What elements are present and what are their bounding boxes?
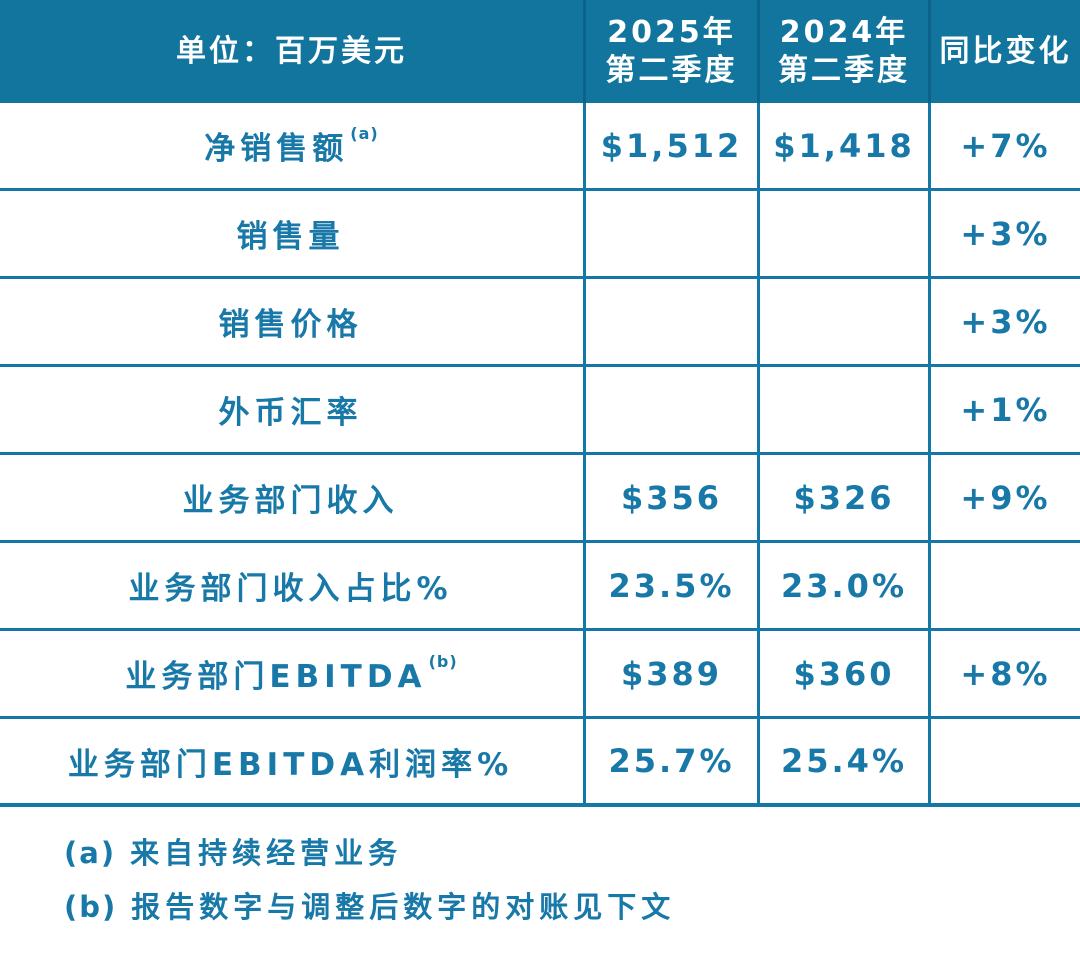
footnote-b-marker: (b) — [64, 890, 118, 924]
value-q2-2025: 23.5% — [583, 543, 757, 628]
value-yoy: +3% — [928, 191, 1080, 276]
row-label: 外币汇率 — [218, 395, 363, 431]
value-yoy: +3% — [928, 279, 1080, 364]
value-q2-2024: $326 — [757, 455, 928, 540]
value-q2-2025: 25.7% — [583, 719, 757, 803]
financial-summary-table: 单位：百万美元 2025年 第二季度 2024年 第二季度 同比变化 净销售额(… — [0, 0, 1080, 807]
value-q2-2024 — [757, 367, 928, 452]
footnote-a: (a) 来自持续经营业务 — [64, 833, 1080, 873]
unit-label: 单位：百万美元 — [176, 33, 407, 69]
value-q2-2024: $360 — [757, 631, 928, 716]
value-q2-2024: $1,418 — [757, 103, 928, 188]
table-row-sales-price: 销售价格 +3% — [0, 279, 1080, 367]
footnote-b: (b) 报告数字与调整后数字的对账见下文 — [64, 887, 1080, 927]
row-label-cell: 外币汇率 — [0, 367, 583, 452]
header-q2-2024-cell: 2024年 第二季度 — [757, 0, 928, 103]
table-row-segment-ebitda-margin: 业务部门EBITDA利润率% 25.7% 25.4% — [0, 719, 1080, 807]
table-row-segment-ebitda: 业务部门EBITDA (b) $389 $360 +8% — [0, 631, 1080, 719]
value-q2-2024: 25.4% — [757, 719, 928, 803]
footnotes: (a) 来自持续经营业务 (b) 报告数字与调整后数字的对账见下文 — [64, 833, 1080, 927]
header-q2-2025-cell: 2025年 第二季度 — [583, 0, 757, 103]
value-q2-2025 — [583, 279, 757, 364]
row-label: 业务部门EBITDA利润率% — [67, 746, 514, 783]
row-label: 净销售额 — [204, 131, 349, 167]
value-q2-2025: $1,512 — [583, 103, 757, 188]
value-q2-2025: $389 — [583, 631, 757, 716]
row-label-cell: 销售量 — [0, 191, 583, 276]
value-q2-2025: $356 — [583, 455, 757, 540]
row-label: 业务部门收入 — [182, 483, 399, 519]
value-q2-2024 — [757, 279, 928, 364]
table-row-net-sales: 净销售额 (a) $1,512 $1,418 +7% — [0, 103, 1080, 191]
header-unit-cell: 单位：百万美元 — [0, 0, 583, 103]
header-q2-2025-line1: 2025年 — [607, 14, 736, 50]
value-q2-2025 — [583, 191, 757, 276]
table-row-segment-income: 业务部门收入 $356 $326 +9% — [0, 455, 1080, 543]
row-label-cell: 销售价格 — [0, 279, 583, 364]
row-label: 销售量 — [236, 219, 345, 255]
row-label-cell: 业务部门收入占比% — [0, 543, 583, 628]
value-yoy — [928, 543, 1080, 628]
value-q2-2024: 23.0% — [757, 543, 928, 628]
footnote-a-marker: (a) — [64, 836, 117, 870]
footnote-marker-superscript: (a) — [350, 124, 379, 143]
row-label: 销售价格 — [218, 307, 363, 343]
value-q2-2025 — [583, 367, 757, 452]
value-q2-2024 — [757, 191, 928, 276]
table-row-sales-volume: 销售量 +3% — [0, 191, 1080, 279]
header-q2-2025-line2: 第二季度 — [605, 52, 738, 88]
header-q2-2024-line2: 第二季度 — [778, 52, 910, 88]
row-label: 业务部门收入占比% — [128, 571, 453, 607]
header-q2-2024-line1: 2024年 — [779, 14, 909, 50]
row-label-cell: 业务部门EBITDA利润率% — [0, 719, 583, 803]
footnote-b-text: 报告数字与调整后数字的对账见下文 — [131, 890, 676, 924]
row-label: 业务部门EBITDA — [125, 659, 427, 695]
value-yoy: +7% — [928, 103, 1080, 188]
footnote-a-text: 来自持续经营业务 — [130, 836, 403, 870]
value-yoy: +9% — [928, 455, 1080, 540]
value-yoy — [928, 719, 1080, 803]
row-label-cell: 净销售额 (a) — [0, 103, 583, 188]
table-header-row: 单位：百万美元 2025年 第二季度 2024年 第二季度 同比变化 — [0, 0, 1080, 103]
footnote-marker-superscript: (b) — [428, 652, 458, 671]
row-label-cell: 业务部门收入 — [0, 455, 583, 540]
header-yoy-cell: 同比变化 — [928, 0, 1080, 103]
header-yoy-label: 同比变化 — [939, 33, 1072, 69]
table-row-segment-income-pct: 业务部门收入占比% 23.5% 23.0% — [0, 543, 1080, 631]
value-yoy: +1% — [928, 367, 1080, 452]
table-row-fx-rate: 外币汇率 +1% — [0, 367, 1080, 455]
value-yoy: +8% — [928, 631, 1080, 716]
row-label-cell: 业务部门EBITDA (b) — [0, 631, 583, 716]
